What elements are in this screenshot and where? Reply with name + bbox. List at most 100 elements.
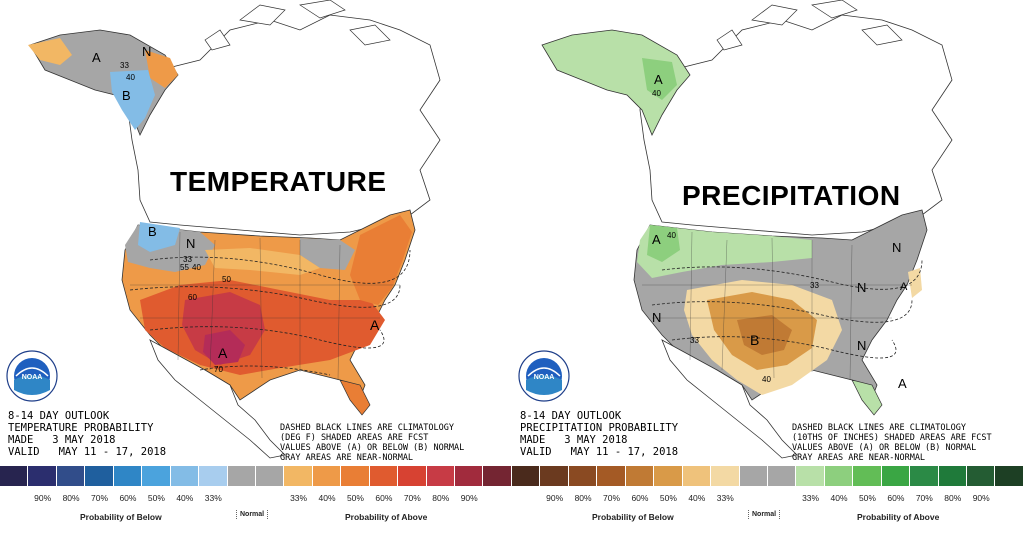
precipitation-above-label: Probability of Above	[857, 512, 940, 522]
conus-label-a-northwest: A	[652, 232, 661, 247]
legend-swatch	[853, 466, 882, 486]
precipitation-legend-ticks: 90% 80% 70% 60% 50% 40% 33% 33% 40% 50% 60% 70% 80% 9…	[512, 493, 1024, 505]
legend-swatch	[284, 466, 313, 486]
precipitation-map: A 40 A N N N B N A A 40 40 33 33	[541, 0, 953, 459]
note-line: GRAY AREAS ARE NEAR-NORMAL	[280, 453, 414, 463]
legend-swatch	[682, 466, 712, 486]
temperature-below-label: Probability of Below	[80, 512, 162, 522]
conus-label-n-southeast: N	[857, 338, 866, 353]
outlook-line: TEMPERATURE PROBABILITY	[8, 422, 154, 434]
legend-tick-label: 80%	[574, 493, 592, 503]
legend-tick-label	[483, 493, 511, 505]
legend-tick-label: 60%	[631, 493, 649, 503]
temperature-above-label: Probability of Above	[345, 512, 428, 522]
legend-tick-label: 33%	[290, 493, 308, 503]
legend-tick-label: 80%	[432, 493, 450, 503]
svg-text:NOAA: NOAA	[534, 374, 555, 381]
legend-tick-label: 80%	[944, 493, 962, 503]
alaska-below	[110, 70, 155, 130]
legend-swatch	[142, 466, 171, 486]
climatology-line-2	[651, 299, 913, 323]
note-line: DASHED BLACK LINES ARE CLIMATOLOGY	[280, 423, 454, 433]
legend-swatch	[312, 466, 342, 486]
legend-tick-label: 90%	[34, 493, 52, 503]
legend-swatch	[881, 466, 911, 486]
legend-tick-label: 50%	[346, 493, 364, 503]
legend-tick-label: 33%	[204, 493, 222, 503]
legend-swatch	[170, 466, 200, 486]
conus-label-b: B	[750, 332, 759, 348]
temperature-normal-label: Normal	[236, 510, 269, 519]
legend-tick-label	[228, 493, 256, 505]
canada-land	[639, 14, 953, 236]
precipitation-normal-label: Normal	[748, 510, 781, 519]
contour-label-33-east: 33	[810, 281, 819, 290]
arctic-islands	[716, 0, 903, 51]
alaska-above-east	[145, 50, 178, 88]
legend-swatch	[938, 466, 967, 486]
temperature-outlook-info: 8-14 DAY OUTLOOK TEMPERATURE PROBABILITY M…	[8, 410, 166, 458]
legend-swatch	[56, 466, 86, 486]
legend-swatch	[369, 466, 399, 486]
alaska-label-n: N	[142, 44, 151, 59]
legend-swatch	[739, 466, 768, 486]
note-line: (DEG F) SHADED AREAS ARE FCST	[280, 433, 429, 443]
note-line: GRAY AREAS ARE NEAR-NORMAL	[792, 453, 926, 463]
legend-tick-label	[512, 493, 540, 505]
legend-swatch	[824, 466, 854, 486]
legend-swatch	[341, 466, 370, 486]
legend-swatch	[512, 466, 541, 486]
conus-label-n-northeast: N	[892, 240, 901, 255]
legend-swatch	[910, 466, 939, 486]
legend-tick-label	[0, 493, 28, 505]
legend-swatch	[796, 466, 825, 486]
legend-swatch	[995, 466, 1024, 486]
alaska-above-40	[642, 58, 677, 100]
legend-tick-label: 40%	[176, 493, 194, 503]
legend-swatch	[426, 466, 455, 486]
contour-label-40-south: 40	[762, 375, 771, 384]
noaa-logo-icon: NOAA	[6, 350, 58, 402]
legend-swatch	[398, 466, 427, 486]
climatology-line-3	[149, 326, 385, 349]
legend-swatch	[597, 466, 626, 486]
noaa-logo-icon: NOAA	[518, 350, 570, 402]
contour-label-40-northwest: 40	[667, 231, 676, 240]
note-line: VALUES ABOVE (A) OR BELOW (B) NORMAL	[280, 443, 465, 453]
legend-tick-label: 90%	[972, 493, 990, 503]
florida	[851, 379, 883, 416]
legend-tick-label: 40%	[318, 493, 336, 503]
contour-label-50: 50	[222, 275, 231, 284]
legend-tick-label: 90%	[460, 493, 478, 503]
temperature-color-legend	[0, 466, 512, 492]
mexico	[149, 339, 286, 459]
climatology-line-2	[129, 284, 401, 308]
conus-label-a-florida: A	[898, 376, 907, 391]
precipitation-outlook-info: 8-14 DAY OUTLOOK PRECIPITATION PROBABILIT…	[520, 410, 678, 458]
legend-tick-label: 90%	[546, 493, 564, 503]
legend-tick-label: 50%	[858, 493, 876, 503]
legend-tick-label: 50%	[147, 493, 165, 503]
alaska-label-b: B	[122, 88, 131, 103]
contour-label-55: 55	[180, 263, 189, 272]
alaska-above	[541, 29, 691, 136]
legend-swatch	[199, 466, 228, 486]
conus-label-a-southwest: A	[218, 345, 228, 361]
note-line: DASHED BLACK LINES ARE CLIMATOLOGY	[792, 423, 966, 433]
outlook-line: MADE 3 MAY 2018	[520, 434, 628, 446]
precipitation-below-label: Probability of Below	[592, 512, 674, 522]
climatology-line-1	[149, 249, 411, 284]
legend-tick-label: 60%	[887, 493, 905, 503]
canada-land	[127, 14, 441, 236]
legend-swatch	[540, 466, 569, 486]
conus-label-n: N	[186, 236, 195, 251]
legend-tick-label: 60%	[119, 493, 137, 503]
alaska-contour-40: 40	[652, 89, 661, 98]
legend-tick-label	[740, 493, 768, 505]
legend-tick-label: 80%	[62, 493, 80, 503]
precipitation-panel: A 40 A N N N B N A A 40 40 33 33 PRE	[512, 0, 1024, 543]
conus-northwest-above-40	[647, 225, 680, 262]
temperature-legend-note: DASHED BLACK LINES ARE CLIMATOLOGY (DEG F…	[280, 423, 464, 463]
legend-swatch	[483, 466, 512, 486]
alaska-contour-33: 33	[120, 61, 129, 70]
